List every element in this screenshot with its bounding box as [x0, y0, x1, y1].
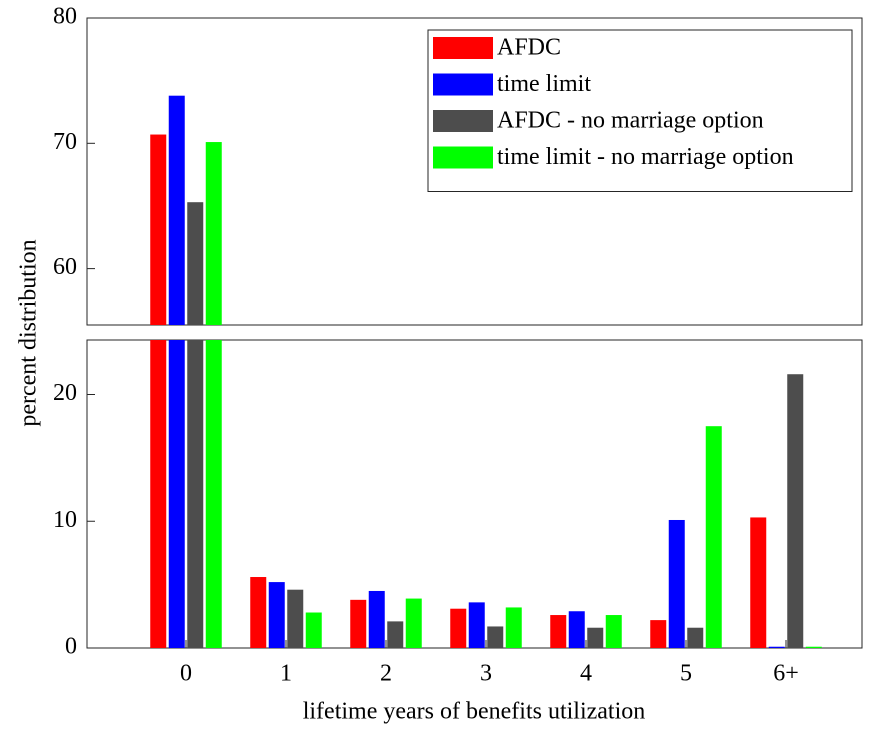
x-tick-label: 1 — [280, 661, 292, 687]
bar — [168, 95, 185, 326]
bar — [205, 340, 222, 648]
x-tick-label: 0 — [180, 661, 192, 687]
bar — [150, 134, 167, 325]
bar — [305, 612, 322, 648]
bar — [350, 599, 367, 648]
y-tick-label: 70 — [53, 129, 77, 155]
legend-box — [427, 29, 853, 192]
bar — [250, 577, 267, 648]
bar — [687, 627, 704, 648]
bar — [787, 374, 804, 648]
legend-swatch — [433, 37, 493, 59]
bar — [405, 598, 422, 648]
bar — [605, 615, 622, 648]
bar — [550, 615, 567, 648]
x-axis-label: lifetime years of benefits utilization — [303, 699, 646, 725]
bar — [187, 340, 204, 648]
legend-label: time limit — [497, 71, 591, 97]
legend-swatch — [433, 146, 493, 169]
legend-label: AFDC - no marriage option — [497, 108, 764, 134]
legend-swatch — [433, 73, 493, 96]
legend-label: time limit - no marriage option — [497, 144, 794, 170]
x-tick-label: 5 — [680, 661, 692, 687]
legend-swatch — [433, 110, 493, 132]
x-tick-label: 2 — [380, 661, 392, 687]
bar — [668, 519, 685, 648]
x-tick-label: 4 — [580, 661, 592, 687]
legend-label: AFDC — [497, 35, 561, 61]
bar — [150, 340, 167, 648]
bar — [705, 426, 722, 648]
bar — [768, 646, 785, 648]
bar — [387, 621, 404, 648]
bar — [287, 589, 304, 648]
axes-frame-upper — [86, 17, 863, 326]
bar — [587, 627, 604, 648]
y-tick-label: 10 — [53, 507, 77, 533]
bar — [450, 608, 467, 648]
bar — [187, 202, 204, 325]
bar — [505, 607, 522, 648]
y-tick-label: 20 — [53, 380, 77, 406]
y-axis-label: percent distribution — [16, 239, 42, 426]
bar — [487, 626, 504, 648]
bar — [568, 611, 585, 648]
bar — [468, 602, 485, 648]
y-tick-label: 0 — [65, 634, 77, 660]
bar — [205, 142, 222, 325]
x-tick-label: 6+ — [773, 661, 799, 687]
bar — [805, 646, 822, 648]
bar — [368, 590, 385, 648]
bar — [268, 582, 285, 648]
y-tick-label: 60 — [53, 254, 77, 280]
bar — [168, 340, 185, 648]
bar — [650, 620, 667, 648]
x-tick-label: 3 — [480, 661, 492, 687]
bar — [750, 517, 767, 648]
y-tick-label: 80 — [53, 4, 77, 30]
